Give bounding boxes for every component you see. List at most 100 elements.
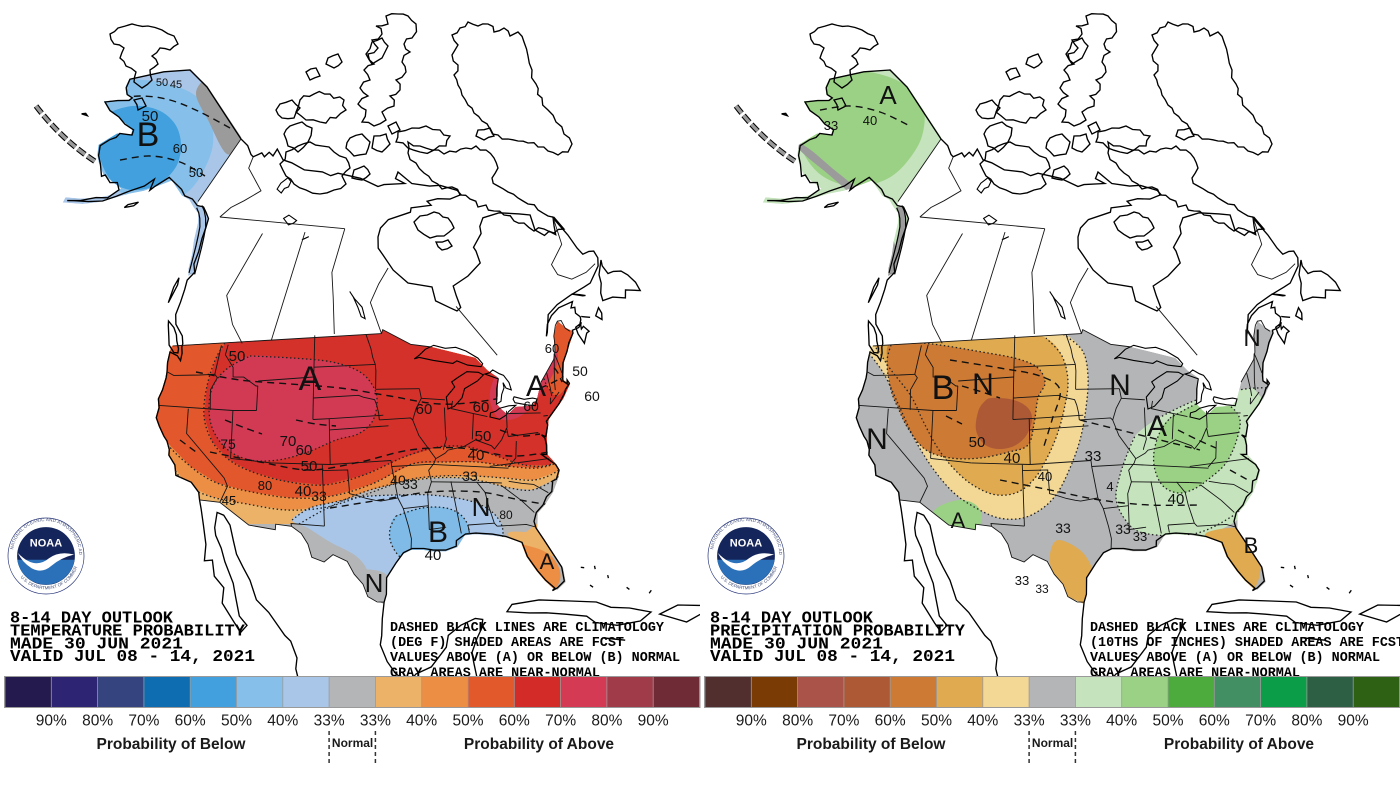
svg-text:70%: 70% [1245,713,1276,730]
svg-text:33: 33 [1035,582,1049,596]
svg-text:45: 45 [170,79,182,91]
svg-text:40: 40 [863,113,877,128]
svg-text:33: 33 [1085,448,1102,465]
svg-text:40%: 40% [967,713,998,730]
svg-text:50%: 50% [452,713,483,730]
svg-text:B: B [932,369,955,407]
svg-text:A: A [526,370,546,403]
svg-text:Probability of Above: Probability of Above [1164,736,1315,753]
svg-text:33: 33 [1115,521,1131,537]
svg-text:VALUES ABOVE (A) OR BELOW (B): VALUES ABOVE (A) OR BELOW (B) NORMAL [1090,650,1380,666]
svg-text:33: 33 [1015,573,1029,588]
svg-text:DASHED BLACK LINES ARE CLIMATO: DASHED BLACK LINES ARE CLIMATOLOGY [390,620,665,636]
svg-text:N: N [472,492,491,522]
svg-text:B: B [137,116,160,154]
svg-text:40%: 40% [267,713,298,730]
svg-text:60%: 60% [499,713,530,730]
svg-text:33: 33 [402,476,418,492]
svg-text:90%: 90% [36,713,67,730]
svg-text:Probability of Below: Probability of Below [797,736,947,753]
svg-text:33: 33 [1133,529,1147,544]
svg-text:50: 50 [229,348,246,365]
svg-text:50%: 50% [921,713,952,730]
svg-text:60: 60 [545,341,559,356]
svg-text:60: 60 [296,442,313,459]
svg-text:60: 60 [173,141,187,156]
svg-text:N: N [1243,325,1260,352]
svg-text:50: 50 [156,77,168,89]
svg-text:VALUES ABOVE (A) OR BELOW (B): VALUES ABOVE (A) OR BELOW (B) NORMAL [390,650,680,666]
svg-text:50: 50 [189,165,203,180]
svg-text:40%: 40% [406,713,437,730]
svg-text:90%: 90% [736,713,767,730]
svg-text:B: B [428,516,448,549]
svg-text:70%: 70% [545,713,576,730]
svg-text:40: 40 [425,547,442,564]
svg-text:50: 50 [969,434,986,451]
svg-text:33: 33 [824,118,838,133]
svg-text:A: A [951,508,966,533]
svg-text:80: 80 [499,508,513,522]
svg-text:8-14 DAY OUTLOOK: 8-14 DAY OUTLOOK [10,609,173,628]
svg-text:DASHED BLACK LINES ARE CLIMATO: DASHED BLACK LINES ARE CLIMATOLOGY [1090,620,1365,636]
svg-text:33: 33 [1055,520,1071,536]
svg-text:80%: 80% [82,713,113,730]
svg-text:50%: 50% [1152,713,1183,730]
svg-text:Normal: Normal [1032,736,1073,750]
svg-text:MADE 30 JUN 2021: MADE 30 JUN 2021 [710,634,883,653]
svg-text:50: 50 [475,428,492,445]
svg-text:80%: 80% [591,713,622,730]
svg-text:40: 40 [390,472,406,488]
svg-text:33: 33 [311,488,327,504]
svg-text:60: 60 [416,401,433,418]
svg-text:40: 40 [1004,450,1021,467]
svg-text:NOAA: NOAA [30,538,62,550]
svg-text:60%: 60% [1199,713,1230,730]
svg-text:TEMPERATURE PROBABILITY: TEMPERATURE PROBABILITY [10,621,245,640]
svg-text:N: N [365,568,384,598]
svg-text:33: 33 [462,468,478,484]
svg-text:40: 40 [1038,469,1052,484]
svg-text:50: 50 [301,458,318,475]
svg-text:75: 75 [220,436,236,452]
svg-text:NOAA: NOAA [730,538,762,550]
svg-text:80: 80 [258,478,272,493]
svg-text:VALID JUL 08 - 14, 2021: VALID JUL 08 - 14, 2021 [10,647,255,666]
svg-text:PRECIPITATION PROBABILITY: PRECIPITATION PROBABILITY [710,621,965,640]
svg-text:40: 40 [468,447,485,464]
svg-text:A: A [540,549,555,574]
svg-text:60: 60 [473,399,490,416]
svg-text:33%: 33% [360,713,391,730]
svg-text:N: N [972,368,994,401]
svg-text:33%: 33% [314,713,345,730]
svg-text:33%: 33% [1060,713,1091,730]
svg-text:40%: 40% [1106,713,1137,730]
svg-text:8-14 DAY OUTLOOK: 8-14 DAY OUTLOOK [710,609,873,628]
svg-text:(10THS OF INCHES) SHADED AREAS: (10THS OF INCHES) SHADED AREAS ARE FCST [1090,635,1400,651]
svg-text:A: A [879,80,897,110]
svg-text:A: A [1147,410,1167,443]
svg-text:33%: 33% [1014,713,1045,730]
svg-text:90%: 90% [1338,713,1369,730]
svg-text:70%: 70% [828,713,859,730]
svg-text:Probability of Below: Probability of Below [97,736,247,753]
svg-text:70: 70 [280,433,297,450]
svg-text:80%: 80% [1291,713,1322,730]
svg-text:60%: 60% [175,713,206,730]
svg-text:60%: 60% [875,713,906,730]
svg-text:MADE 30 JUN 2021: MADE 30 JUN 2021 [10,634,183,653]
svg-text:60: 60 [584,388,600,404]
svg-text:Normal: Normal [332,736,373,750]
svg-text:60: 60 [523,398,539,414]
svg-text:50: 50 [572,363,588,379]
svg-text:50: 50 [142,108,159,125]
svg-text:45: 45 [222,493,236,508]
svg-text:(DEG F) SHADED AREAS ARE FCST: (DEG F) SHADED AREAS ARE FCST [390,635,624,651]
svg-text:90%: 90% [638,713,669,730]
svg-text:80%: 80% [782,713,813,730]
svg-text:40: 40 [1168,491,1185,508]
svg-text:70%: 70% [128,713,159,730]
svg-text:Probability of Above: Probability of Above [464,736,615,753]
svg-text:50%: 50% [221,713,252,730]
svg-text:VALID JUL 08 - 14, 2021: VALID JUL 08 - 14, 2021 [710,647,955,666]
